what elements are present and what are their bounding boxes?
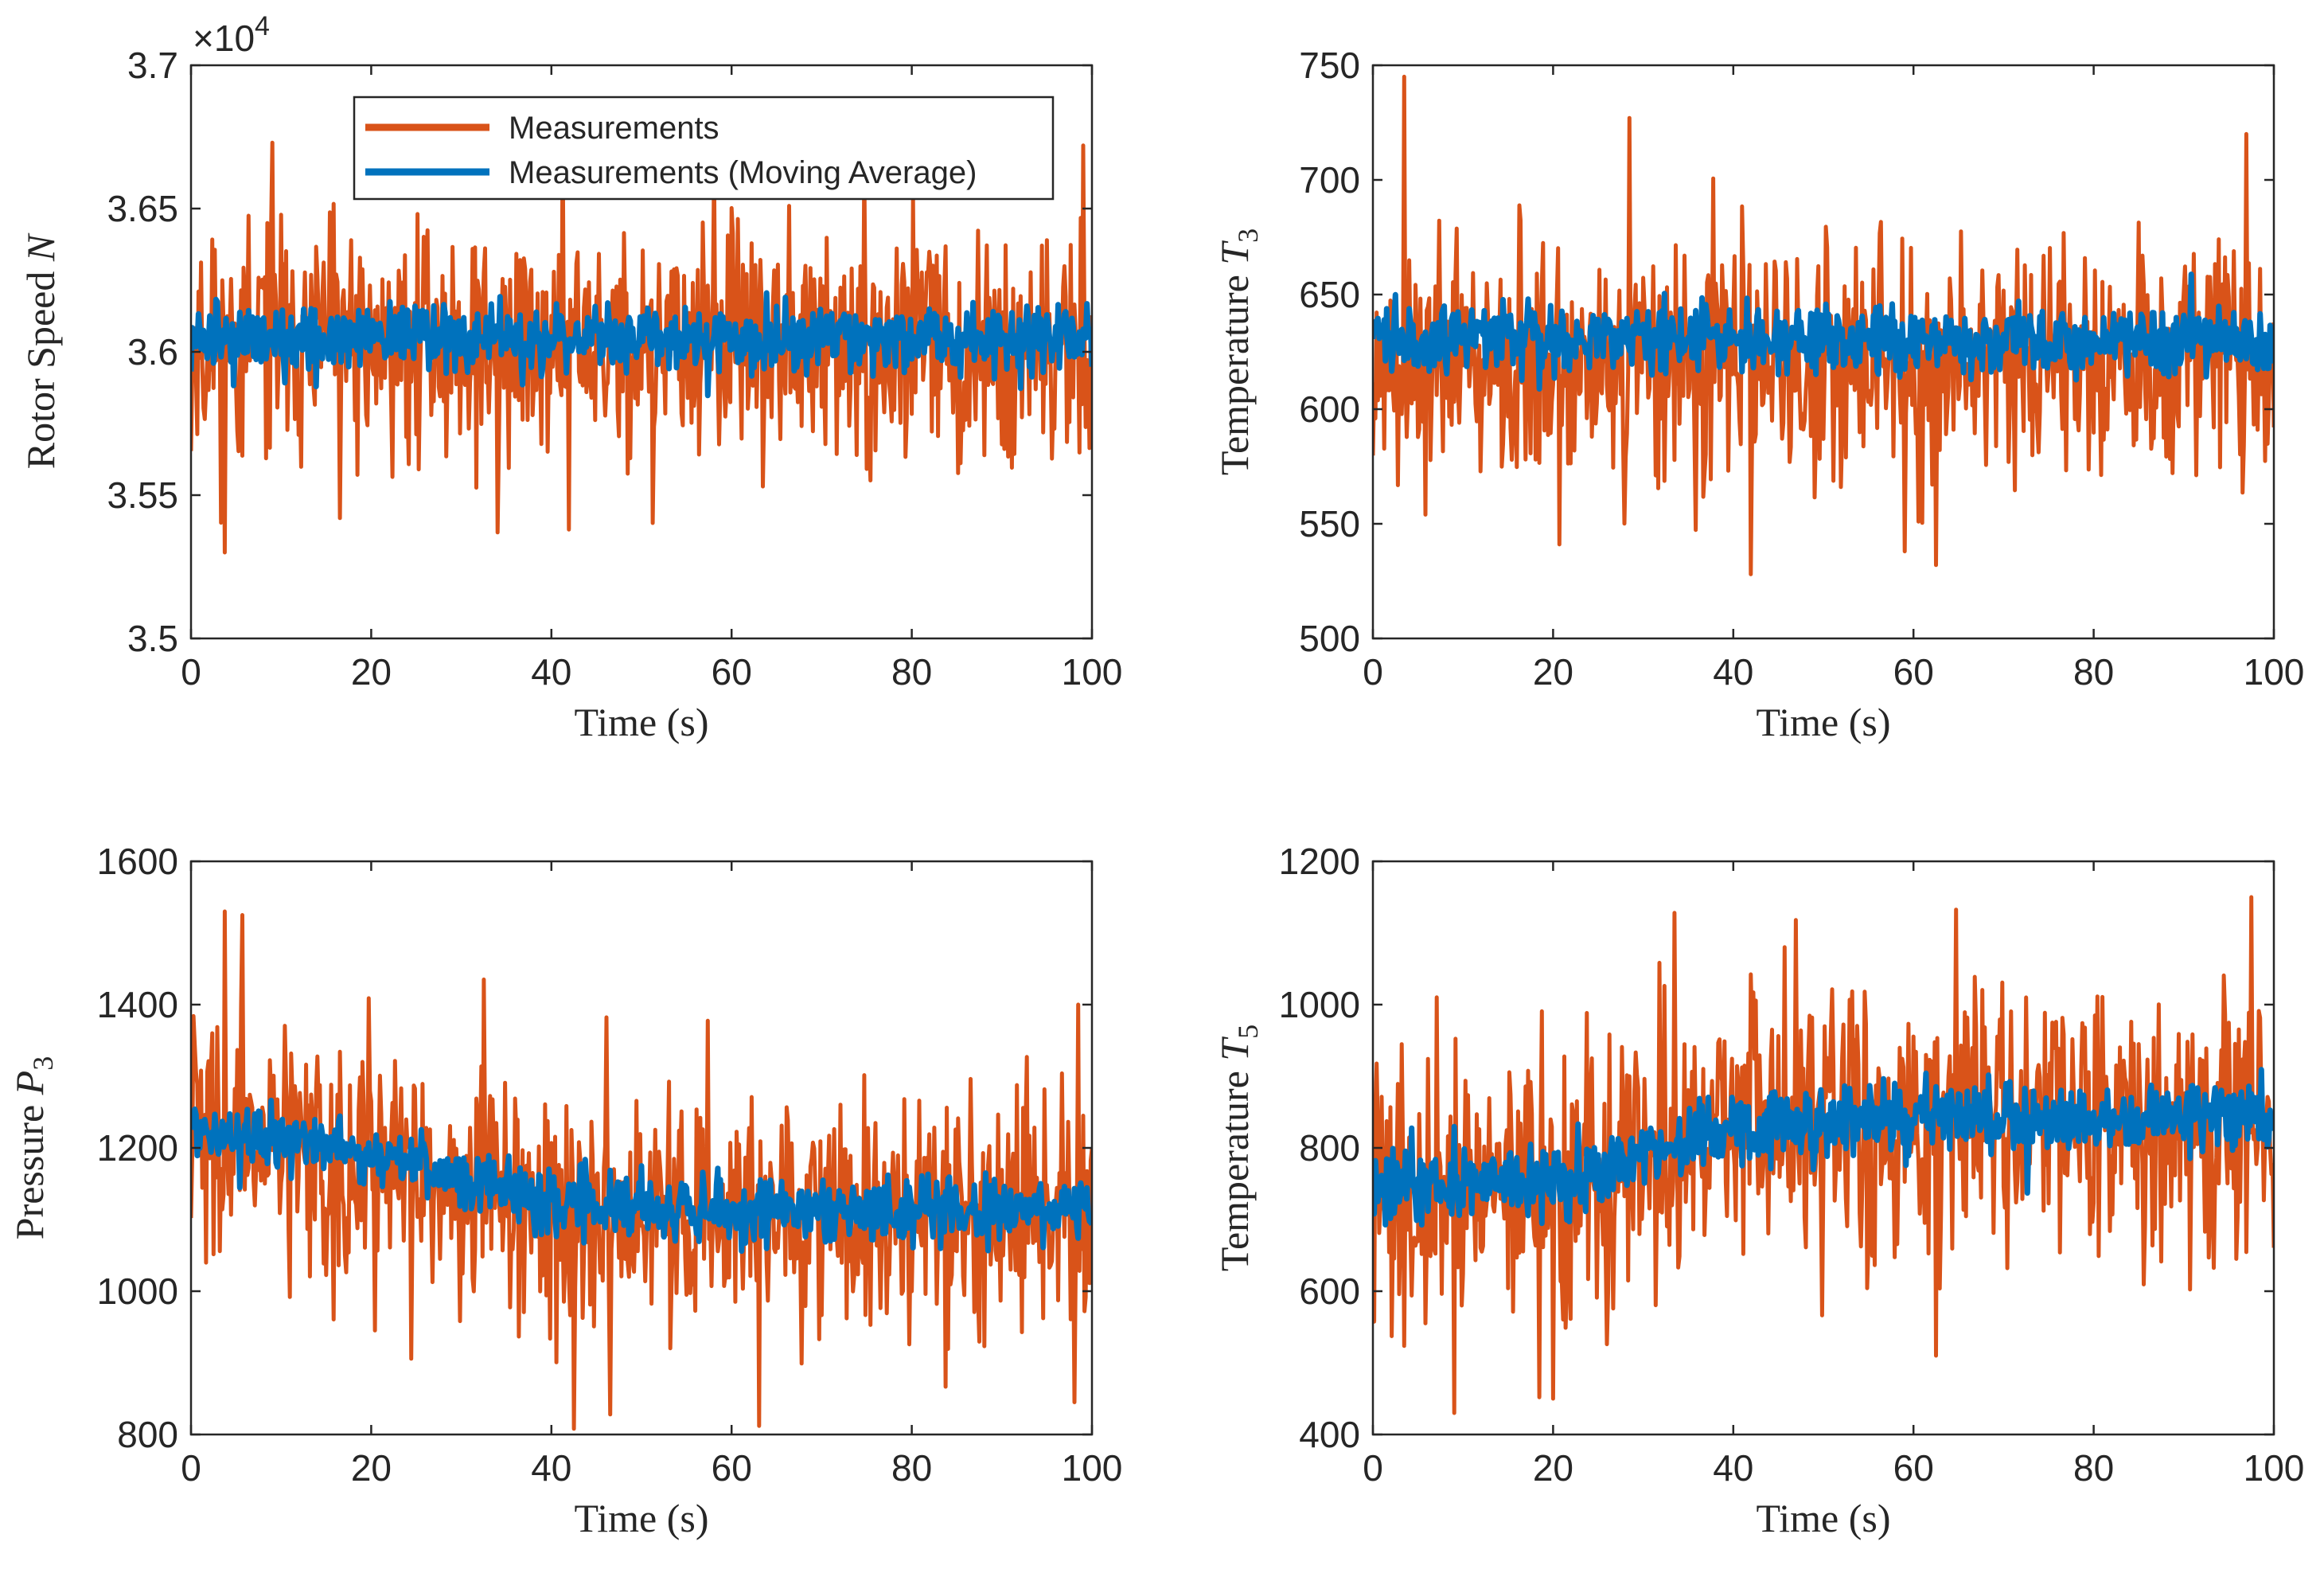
y-tick-label: 800 <box>117 1414 178 1455</box>
y-axis-label: Pressure P3 <box>7 1056 59 1239</box>
x-axis-label: Time (s) <box>1756 1496 1890 1540</box>
x-tick-label: 20 <box>351 651 392 693</box>
moving-average-line <box>191 290 1092 399</box>
y-tick-label: 1600 <box>97 841 178 882</box>
y-tick-label: 800 <box>1299 1127 1360 1169</box>
moving-average-line <box>1373 271 2274 392</box>
legend-box <box>353 96 1055 201</box>
plot-area <box>1373 74 2274 576</box>
legend: Measurements Measurements (Moving Average… <box>353 96 1055 201</box>
y-tick-label: 3.55 <box>107 474 178 516</box>
y-tick-label: 3.7 <box>127 45 178 86</box>
measurements-line <box>1373 895 2274 1415</box>
y-tick-label: 550 <box>1299 503 1360 544</box>
y-tick-label: 700 <box>1299 159 1360 201</box>
y-tick-label: 1000 <box>97 1270 178 1312</box>
x-tick-label: 40 <box>1713 651 1753 693</box>
moving-average-line <box>191 1097 1092 1255</box>
x-tick-label: 100 <box>1062 1447 1123 1489</box>
plot-area <box>191 909 1092 1431</box>
x-tick-label: 80 <box>2073 651 2114 693</box>
x-tick-label: 60 <box>1893 651 1934 693</box>
y-tick-label: 3.65 <box>107 188 178 229</box>
x-axis-label: Time (s) <box>574 1496 708 1540</box>
legend-label: Measurements <box>509 111 719 146</box>
x-tick-label: 60 <box>712 1447 752 1489</box>
y-exponent-label: ×104 <box>193 11 270 59</box>
x-tick-label: 80 <box>891 651 932 693</box>
x-tick-label: 20 <box>1533 1447 1573 1489</box>
y-tick-label: 400 <box>1299 1414 1360 1455</box>
subplot-4: 0 20 40 60 80 100 400 600 800 1000 1200 Time (s) Tem… <box>1212 841 2304 1540</box>
x-tick-label: 100 <box>2244 1447 2305 1489</box>
y-tick-label: 600 <box>1299 1270 1360 1312</box>
x-tick-label: 20 <box>1533 651 1573 693</box>
x-axis-label: Time (s) <box>574 700 708 744</box>
plot-area <box>191 127 1092 555</box>
y-tick-label: 3.6 <box>127 331 178 373</box>
x-tick-label: 0 <box>181 1447 201 1489</box>
legend-label: Measurements (Moving Average) <box>509 155 977 190</box>
y-tick-label: 1400 <box>97 984 178 1025</box>
x-axis-label: Time (s) <box>1756 700 1890 744</box>
x-tick-label: 40 <box>531 651 571 693</box>
x-tick-label: 100 <box>1062 651 1123 693</box>
y-tick-label: 650 <box>1299 274 1360 315</box>
x-tick-label: 20 <box>351 1447 392 1489</box>
x-tick-label: 100 <box>2244 651 2305 693</box>
x-tick-label: 0 <box>181 651 201 693</box>
x-tick-label: 60 <box>712 651 752 693</box>
subplot-3: 0 20 40 60 80 100 800 1000 1200 1400 1600 Time (s) P… <box>7 841 1122 1540</box>
x-tick-label: 40 <box>531 1447 571 1489</box>
x-tick-label: 40 <box>1713 1447 1753 1489</box>
subplot-2: 0 20 40 60 80 100 500 550 600 650 700 750 Time (s) Te… <box>1212 45 2304 744</box>
plot-area <box>1373 895 2274 1415</box>
x-tick-label: 0 <box>1363 651 1383 693</box>
y-tick-label: 1000 <box>1279 984 1360 1025</box>
x-tick-label: 80 <box>2073 1447 2114 1489</box>
y-tick-label: 1200 <box>97 1127 178 1169</box>
y-tick-label: 1200 <box>1279 841 1360 882</box>
y-axis-label: Temperature T5 <box>1212 1025 1264 1271</box>
y-axis-label: Temperature T3 <box>1212 228 1264 475</box>
y-tick-label: 3.5 <box>127 618 178 659</box>
moving-average-line <box>1373 1067 2274 1228</box>
axes-box <box>1371 64 2275 640</box>
y-tick-label: 750 <box>1299 45 1360 86</box>
x-tick-label: 80 <box>891 1447 932 1489</box>
y-tick-label: 500 <box>1299 618 1360 659</box>
y-axis-label: Rotor Speed N <box>18 232 63 469</box>
x-tick-label: 0 <box>1363 1447 1383 1489</box>
x-tick-label: 60 <box>1893 1447 1934 1489</box>
y-tick-label: 600 <box>1299 388 1360 430</box>
